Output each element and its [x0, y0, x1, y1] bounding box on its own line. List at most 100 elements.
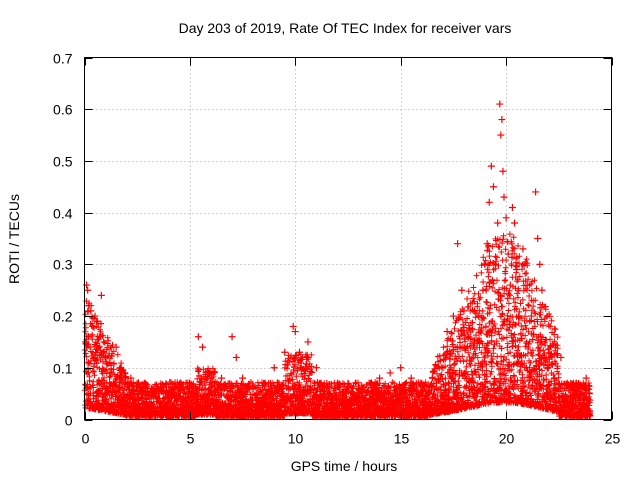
- data-point: [515, 312, 523, 320]
- data-point: [576, 384, 584, 392]
- plot-frame: [84, 57, 612, 420]
- data-point: [540, 353, 548, 361]
- data-point: [497, 131, 505, 139]
- data-point: [487, 162, 495, 170]
- data-point: [464, 333, 472, 341]
- data-point: [175, 384, 183, 392]
- data-point: [494, 219, 502, 227]
- data-point: [289, 322, 297, 330]
- y-tick-label: 0.6: [53, 102, 73, 118]
- chart-title: Day 203 of 2019, Rate Of TEC Index for r…: [179, 20, 512, 36]
- data-point: [502, 214, 510, 222]
- data-point: [439, 364, 447, 372]
- data-point: [260, 379, 268, 387]
- data-point: [239, 374, 247, 382]
- data-point: [563, 379, 571, 387]
- data-point: [121, 369, 129, 377]
- data-point: [481, 260, 489, 268]
- data-point: [585, 390, 593, 398]
- data-point: [536, 260, 544, 268]
- y-tick-label: 0.2: [53, 309, 73, 325]
- data-point: [312, 364, 320, 372]
- data-point: [249, 384, 257, 392]
- data-point: [449, 312, 457, 320]
- data-point: [519, 245, 527, 253]
- data-point: [504, 250, 512, 258]
- x-tick-label: 15: [394, 431, 410, 447]
- data-point: [496, 100, 504, 108]
- data-point: [458, 286, 466, 294]
- data-point: [506, 281, 514, 289]
- data-point: [570, 379, 578, 387]
- data-point: [365, 379, 373, 387]
- data-point: [85, 302, 93, 310]
- data-point: [483, 240, 491, 248]
- data-point: [500, 193, 508, 201]
- data-point: [186, 379, 194, 387]
- x-tick-label: 20: [499, 431, 515, 447]
- data-point: [511, 219, 519, 227]
- data-point: [218, 374, 226, 382]
- y-axis-title: ROTI / TECUs: [6, 194, 22, 284]
- data-point: [527, 312, 535, 320]
- x-axis-title: GPS time / hours: [291, 458, 398, 474]
- data-point: [397, 364, 405, 372]
- data-point: [165, 390, 173, 398]
- data-point: [499, 167, 507, 175]
- data-point: [127, 374, 135, 382]
- data-point: [291, 328, 299, 336]
- data-point: [376, 374, 384, 382]
- data-point: [270, 364, 278, 372]
- data-point: [304, 338, 312, 346]
- data-point: [91, 312, 99, 320]
- data-point: [102, 353, 110, 361]
- y-tick-label: 0: [65, 413, 73, 429]
- data-point: [443, 328, 451, 336]
- data-point: [534, 235, 542, 242]
- x-tick-label: 0: [82, 431, 90, 447]
- data-point: [538, 286, 546, 294]
- data-point: [323, 379, 331, 387]
- y-tick-label: 0.3: [53, 257, 73, 273]
- x-tick-label: 10: [288, 431, 304, 447]
- data-point: [281, 348, 289, 356]
- data-point: [492, 260, 500, 268]
- data-point: [479, 286, 487, 294]
- data-point: [97, 291, 105, 299]
- y-tick-label: 0.7: [53, 51, 73, 67]
- data-point: [116, 364, 124, 372]
- data-point: [582, 374, 590, 382]
- data-point: [498, 116, 506, 124]
- grid-layer: [84, 57, 612, 420]
- data-point: [333, 379, 341, 387]
- data-point: [344, 379, 352, 387]
- data-point: [228, 333, 236, 341]
- data-point: [199, 343, 207, 351]
- data-point: [84, 286, 92, 294]
- data-point: [407, 374, 415, 382]
- data-point: [133, 379, 141, 387]
- data-point: [475, 312, 483, 320]
- data-point: [144, 384, 152, 392]
- data-point: [418, 379, 426, 387]
- data-point: [460, 307, 468, 315]
- x-tick-label: 5: [187, 431, 195, 447]
- data-point: [454, 240, 462, 248]
- data-point: [489, 183, 497, 191]
- data-point: [513, 266, 521, 274]
- data-point: [532, 188, 540, 196]
- data-point: [355, 384, 363, 392]
- data-point: [544, 364, 552, 372]
- data-point: [428, 374, 436, 382]
- x-tick-label: 25: [605, 431, 621, 447]
- data-point: [194, 333, 202, 341]
- data-point: [154, 384, 162, 392]
- data-point: [106, 359, 114, 367]
- data-point: [551, 374, 559, 382]
- ticks-layer: 0 0.1 0.2 0.3 0.4 0.5 0.6 0.7 0 5 10 15 20 25: [53, 51, 620, 447]
- data-point: [508, 203, 516, 211]
- data-point: [207, 374, 215, 382]
- data-point: [296, 348, 304, 356]
- data-point: [386, 369, 394, 377]
